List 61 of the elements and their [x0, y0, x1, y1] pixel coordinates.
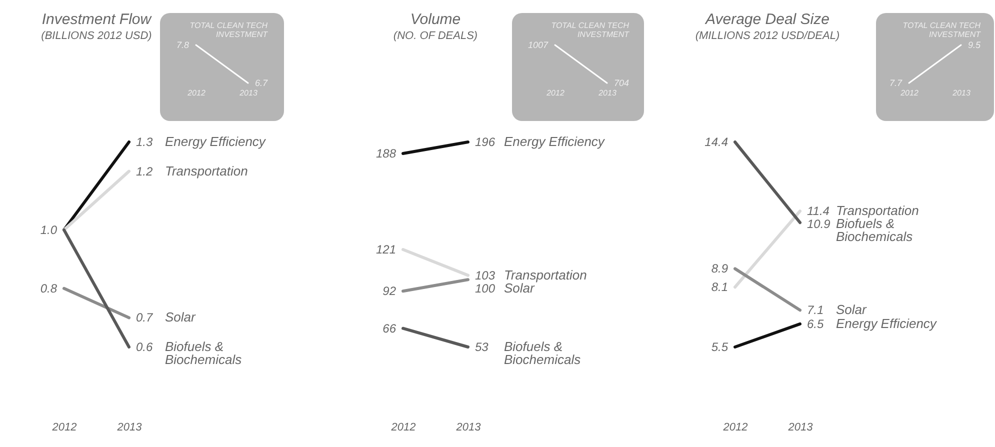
x-tick-label: 2012: [545, 88, 564, 97]
data-label: 1.2: [136, 164, 154, 178]
text: Solar: [504, 280, 536, 296]
data-label: 704: [614, 78, 629, 88]
x-tick-label: 2013: [952, 88, 971, 97]
chart-subtitle: (MILLIONS 2012 USD/DEAL): [695, 30, 840, 42]
data-label: 5.5: [711, 340, 728, 354]
text: Transportation: [836, 203, 919, 218]
text: Transportation: [165, 163, 248, 178]
x-tick-label: 2012: [51, 422, 77, 434]
data-label: 8.9: [711, 262, 728, 276]
data-label: 1007: [527, 40, 548, 50]
data-label: 8.1: [711, 280, 728, 294]
x-tick-label: 2013: [455, 422, 482, 434]
chart-title: Average Deal Size: [704, 11, 830, 28]
text: Energy Efficiency: [165, 134, 267, 149]
text: Transportation: [504, 267, 587, 282]
data-label: 10.9: [807, 217, 831, 232]
data-label: 7.8: [176, 40, 189, 50]
data-label: 0.6: [136, 340, 154, 354]
data-label: 0.7: [136, 310, 154, 325]
x-tick-label: 2013: [116, 422, 143, 434]
data-label: 6.7: [255, 78, 269, 88]
data-label: 7.1: [807, 303, 824, 318]
data-label: 7.7: [889, 78, 903, 88]
data-label: 9.5: [968, 40, 982, 50]
text: Solar: [836, 302, 868, 318]
data-label: 14.4: [704, 135, 728, 149]
chart-title: Volume: [410, 11, 461, 28]
data-label: 188: [376, 146, 396, 160]
x-tick-label: 2012: [722, 422, 748, 434]
x-tick-label: 2013: [787, 422, 814, 434]
chart-title: TOTAL CLEAN TECH INVESTMENT: [190, 20, 269, 38]
chart-title: TOTAL CLEAN TECH INVESTMENT: [550, 20, 630, 38]
data-label: 196: [475, 135, 496, 149]
data-label: 1.0: [40, 222, 58, 237]
x-tick-label: 2012: [900, 88, 919, 97]
text: Biofuels & Biochemicals: [165, 339, 242, 367]
data-label: 66: [382, 321, 396, 336]
data-label: 100: [475, 281, 496, 296]
text: Energy Efficiency: [836, 316, 938, 331]
x-tick-label: 2013: [238, 88, 258, 97]
x-tick-label: 2012: [186, 88, 206, 97]
data-label: 53: [475, 340, 489, 354]
data-label: 0.8: [40, 281, 58, 296]
x-tick-label: 2013: [597, 88, 616, 97]
chart-title: Investment Flow: [42, 11, 152, 28]
data-label: 121: [376, 242, 396, 257]
text: Biofuels & Biochemicals: [836, 216, 914, 244]
data-label: 11.4: [807, 204, 830, 218]
chart-subtitle: (BILLIONS 2012 USD): [41, 30, 152, 42]
x-tick-label: 2012: [390, 422, 416, 434]
text: Energy Efficiency: [504, 134, 606, 149]
data-label: 103: [475, 268, 496, 282]
data-label: 92: [382, 284, 396, 298]
text: Solar: [165, 310, 196, 325]
chart-subtitle: (NO. OF DEALS): [393, 30, 478, 42]
data-label: 1.3: [136, 135, 154, 149]
data-label: 6.5: [807, 316, 824, 331]
text: Biofuels & Biochemicals: [504, 339, 582, 367]
chart-title: TOTAL CLEAN TECH INVESTMENT: [902, 20, 982, 38]
